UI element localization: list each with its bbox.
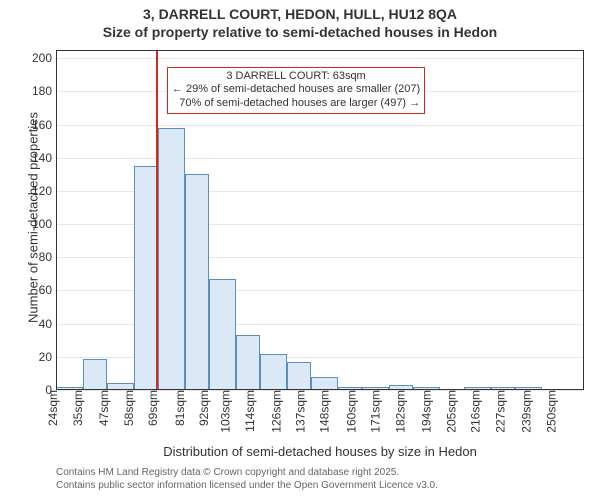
histogram-bar [158, 128, 185, 390]
histogram-bar [185, 174, 209, 390]
ytick-label: 40 [39, 317, 56, 331]
histogram-bar [491, 387, 515, 390]
xtick-label: 24sqm [42, 390, 60, 426]
ytick-label: 200 [32, 51, 56, 65]
histogram-bar [260, 354, 287, 390]
ytick-label: 120 [32, 184, 56, 198]
xtick-label: 58sqm [118, 390, 136, 426]
gridline [56, 125, 584, 126]
source-note: Contains HM Land Registry data © Crown c… [56, 466, 438, 492]
xtick-label: 81sqm [169, 390, 187, 426]
xtick-label: 35sqm [67, 390, 85, 426]
histogram-bar [209, 279, 236, 390]
marker-line [156, 50, 158, 390]
title-line-2: Size of property relative to semi-detach… [0, 24, 600, 42]
xtick-label: 194sqm [416, 390, 434, 433]
ytick-label: 20 [39, 350, 56, 364]
histogram-bar [515, 387, 542, 390]
histogram-bar [56, 387, 83, 390]
gridline [56, 58, 584, 59]
xtick-label: 69sqm [142, 390, 160, 426]
xtick-label: 103sqm [214, 390, 232, 433]
ytick-label: 160 [32, 118, 56, 132]
histogram-bar [287, 362, 311, 390]
xtick-label: 250sqm [540, 390, 558, 433]
xtick-label: 126sqm [265, 390, 283, 433]
histogram-bar [413, 387, 440, 390]
xtick-label: 148sqm [314, 390, 332, 433]
title-line-1: 3, DARRELL COURT, HEDON, HULL, HU12 8QA [0, 6, 600, 24]
histogram-bar [311, 377, 338, 390]
xtick-label: 182sqm [389, 390, 407, 433]
source-line-2: Contains public sector information licen… [56, 479, 438, 492]
histogram-bar [464, 387, 491, 390]
xtick-label: 227sqm [489, 390, 507, 433]
xtick-label: 47sqm [93, 390, 111, 426]
histogram-bar [107, 383, 134, 390]
chart-container: 3, DARRELL COURT, HEDON, HULL, HU12 8QA … [0, 0, 600, 500]
histogram-bar [338, 387, 362, 390]
histogram-bar [389, 385, 413, 390]
ytick-label: 60 [39, 283, 56, 297]
xtick-label: 160sqm [341, 390, 359, 433]
plot-area: 02040608010012014016018020024sqm35sqm47s… [56, 50, 584, 390]
annotation-line: ← 29% of semi-detached houses are smalle… [172, 83, 420, 97]
xtick-label: 216sqm [465, 390, 483, 433]
gridline [56, 158, 584, 159]
annotation-box: 3 DARRELL COURT: 63sqm← 29% of semi-deta… [167, 67, 425, 114]
ytick-label: 100 [32, 217, 56, 231]
x-axis-label: Distribution of semi-detached houses by … [56, 444, 584, 459]
ytick-label: 80 [39, 250, 56, 264]
chart-title: 3, DARRELL COURT, HEDON, HULL, HU12 8QA … [0, 0, 600, 41]
xtick-label: 114sqm [239, 390, 257, 432]
xtick-label: 205sqm [440, 390, 458, 433]
source-line-1: Contains HM Land Registry data © Crown c… [56, 466, 438, 479]
histogram-bar [83, 359, 107, 391]
xtick-label: 137sqm [290, 390, 308, 433]
xtick-label: 92sqm [193, 390, 211, 426]
histogram-bar [236, 335, 260, 390]
histogram-bar [134, 166, 158, 390]
xtick-label: 171sqm [365, 390, 383, 433]
histogram-bar [362, 387, 389, 390]
annotation-line: 3 DARRELL COURT: 63sqm [172, 70, 420, 84]
ytick-label: 140 [32, 151, 56, 165]
ytick-label: 180 [32, 84, 56, 98]
xtick-label: 239sqm [516, 390, 534, 433]
annotation-line: 70% of semi-detached houses are larger (… [172, 97, 420, 111]
